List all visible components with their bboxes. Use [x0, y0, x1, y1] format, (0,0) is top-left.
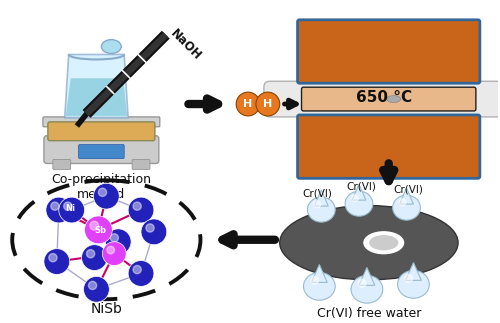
Ellipse shape: [398, 270, 430, 298]
Ellipse shape: [308, 197, 335, 222]
Ellipse shape: [345, 191, 373, 216]
Circle shape: [128, 261, 154, 286]
Ellipse shape: [280, 205, 458, 280]
FancyBboxPatch shape: [44, 136, 159, 163]
FancyBboxPatch shape: [302, 87, 476, 111]
Circle shape: [46, 197, 72, 223]
Circle shape: [102, 242, 126, 266]
Polygon shape: [314, 190, 328, 206]
Text: Cr(VI) free water: Cr(VI) free water: [316, 307, 421, 320]
Polygon shape: [406, 263, 421, 280]
Text: Co-precipitation
method: Co-precipitation method: [52, 173, 152, 201]
Circle shape: [51, 202, 59, 210]
Text: Cr(VI): Cr(VI): [346, 181, 376, 191]
Ellipse shape: [352, 195, 358, 202]
Circle shape: [88, 281, 96, 289]
Ellipse shape: [304, 273, 335, 300]
Text: NiSb: NiSb: [90, 302, 122, 316]
Circle shape: [94, 183, 119, 209]
Circle shape: [236, 92, 260, 116]
Circle shape: [84, 276, 110, 302]
Circle shape: [133, 266, 141, 274]
Text: Sb: Sb: [94, 226, 106, 235]
Circle shape: [141, 219, 167, 245]
FancyBboxPatch shape: [43, 117, 160, 127]
Ellipse shape: [351, 276, 383, 303]
Circle shape: [90, 221, 98, 230]
Text: Ni: Ni: [66, 203, 76, 213]
Circle shape: [110, 234, 118, 242]
Text: H: H: [244, 99, 252, 109]
Circle shape: [84, 216, 112, 244]
Ellipse shape: [370, 236, 398, 250]
Circle shape: [106, 229, 131, 255]
Ellipse shape: [386, 96, 400, 102]
Polygon shape: [352, 184, 366, 200]
Circle shape: [146, 224, 154, 232]
Ellipse shape: [358, 279, 366, 287]
FancyBboxPatch shape: [298, 20, 480, 83]
FancyBboxPatch shape: [78, 145, 124, 159]
Ellipse shape: [102, 40, 121, 54]
Circle shape: [49, 254, 57, 262]
Circle shape: [59, 197, 84, 223]
Circle shape: [256, 92, 280, 116]
Text: H: H: [263, 99, 272, 109]
Circle shape: [107, 246, 114, 254]
FancyBboxPatch shape: [132, 160, 150, 170]
Text: 650 °C: 650 °C: [356, 89, 412, 105]
Circle shape: [44, 249, 70, 275]
Ellipse shape: [392, 195, 420, 220]
Circle shape: [128, 197, 154, 223]
Polygon shape: [312, 265, 328, 282]
Polygon shape: [400, 188, 413, 204]
Circle shape: [86, 250, 94, 258]
FancyBboxPatch shape: [298, 115, 480, 178]
Ellipse shape: [364, 232, 404, 254]
Polygon shape: [359, 267, 375, 285]
Ellipse shape: [405, 275, 412, 282]
FancyBboxPatch shape: [48, 122, 155, 141]
Polygon shape: [66, 78, 127, 116]
Circle shape: [82, 245, 108, 270]
Ellipse shape: [310, 276, 318, 284]
Circle shape: [98, 188, 106, 196]
Text: Tube furnace: Tube furnace: [346, 147, 432, 160]
Ellipse shape: [399, 199, 406, 206]
Ellipse shape: [314, 201, 320, 208]
FancyBboxPatch shape: [53, 160, 70, 170]
Text: Cr(VI): Cr(VI): [302, 188, 332, 198]
Polygon shape: [64, 55, 128, 118]
Circle shape: [64, 202, 72, 210]
FancyBboxPatch shape: [264, 81, 500, 117]
Text: NaOH: NaOH: [168, 26, 203, 63]
Circle shape: [133, 202, 141, 210]
Text: Cr(VI): Cr(VI): [394, 184, 424, 194]
